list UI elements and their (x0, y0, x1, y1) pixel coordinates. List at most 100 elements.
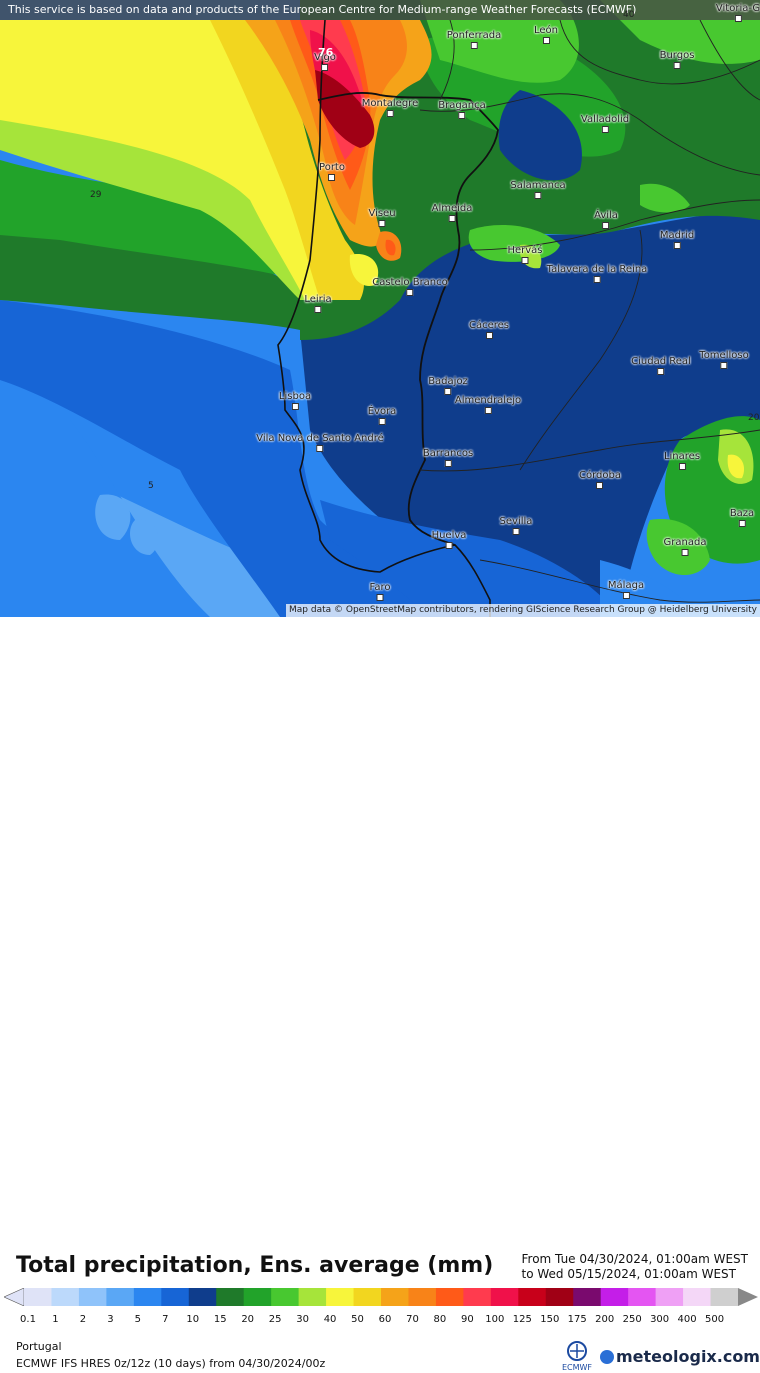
city-name: Málaga (607, 580, 645, 591)
city-label: Montalegre (362, 98, 418, 117)
city-label: Almendralejo (455, 395, 521, 414)
city-name: Barrancos (422, 448, 474, 459)
city-marker-icon (673, 62, 681, 69)
scale-tick-label: 5 (134, 1314, 142, 1325)
city-marker-icon (448, 215, 456, 222)
scale-tick-label: 175 (567, 1314, 587, 1325)
meteologix-logo[interactable]: meteologix.com (600, 1347, 760, 1366)
city-name: Valladolid (580, 114, 630, 125)
city-marker-icon (470, 42, 478, 49)
contour-label: 40 (623, 10, 635, 20)
city-name: Montalegre (361, 98, 419, 109)
scale-swatch (216, 1288, 245, 1306)
city-marker-icon (601, 126, 609, 133)
city-marker-icon (678, 463, 686, 470)
city-label: Vila Nova de Santo André (256, 433, 384, 452)
scale-swatch (24, 1288, 52, 1306)
city-marker-icon (444, 388, 452, 395)
city-marker-icon (512, 528, 520, 535)
map-title: Total precipitation, Ens. average (mm) (16, 1253, 494, 1278)
city-marker-icon (681, 549, 689, 556)
city-label: Vitoria-G (716, 3, 760, 22)
city-marker-icon (406, 289, 414, 296)
city-name: Salamanca (510, 180, 566, 191)
color-scale-bar (4, 1288, 758, 1306)
scale-tick-label: 60 (378, 1314, 392, 1325)
scale-swatch (628, 1288, 657, 1306)
scale-tick-label: 20 (241, 1314, 255, 1325)
city-label: Tomelloso (699, 350, 749, 369)
city-name: Cáceres (468, 320, 510, 331)
scale-swatch (243, 1288, 272, 1306)
scale-swatch (655, 1288, 684, 1306)
city-label: Évora (368, 406, 396, 425)
city-name: Vitoria-G (715, 3, 760, 14)
city-name: Almeida (431, 203, 473, 214)
scale-tick-label: 500 (704, 1314, 725, 1325)
city-label: Huelva (431, 530, 467, 549)
city-name: Córdoba (579, 470, 621, 481)
city-name: Faro (369, 582, 391, 593)
city-marker-icon (622, 592, 630, 599)
city-name: Granada (663, 537, 707, 548)
scale-swatch (518, 1288, 547, 1306)
precipitation-map[interactable]: This service is based on data and produc… (0, 0, 760, 617)
city-label: Ávila (594, 210, 618, 229)
city-marker-icon (445, 542, 453, 549)
city-marker-icon (738, 520, 746, 527)
city-label: Málaga (608, 580, 644, 599)
scale-tick-label: 40 (323, 1314, 337, 1325)
scale-tick-label: 7 (162, 1314, 169, 1325)
city-label: Salamanca (510, 180, 566, 199)
city-name: Madrid (659, 230, 695, 241)
contour-label: 20 (748, 413, 760, 423)
globe-icon (600, 1350, 614, 1364)
ecmwf-logo: ECMWF (562, 1341, 592, 1372)
scale-tick-label: 250 (622, 1314, 642, 1325)
scale-swatch (271, 1288, 300, 1306)
legend-footer: Total precipitation, Ens. average (mm) F… (0, 617, 760, 1372)
city-label: Madrid (660, 230, 694, 249)
city-marker-icon (484, 407, 492, 414)
city-name: Sevilla (499, 516, 533, 527)
map-attribution[interactable]: Map data © OpenStreetMap contributors, r… (286, 604, 760, 617)
city-marker-icon (291, 403, 299, 410)
scale-arrow-left (4, 1288, 25, 1306)
ecmwf-notice-banner: This service is based on data and produc… (0, 0, 760, 20)
city-name: Badajoz (428, 376, 468, 387)
scale-swatch (435, 1288, 464, 1306)
city-label: Porto (319, 162, 345, 181)
city-name: Porto (319, 162, 345, 173)
model-run-info: ECMWF IFS HRES 0z/12z (10 days) from 04/… (16, 1357, 326, 1370)
city-label: Valladolid (581, 114, 629, 133)
scale-swatch (78, 1288, 107, 1306)
scale-tick-label: 3 (107, 1314, 114, 1325)
scale-swatch (573, 1288, 602, 1306)
city-name: Talavera de la Reina (546, 264, 648, 275)
scale-swatch (545, 1288, 574, 1306)
city-marker-icon (542, 37, 550, 44)
scale-tick-label: 150 (540, 1314, 560, 1325)
city-marker-icon (321, 64, 329, 71)
city-marker-icon (376, 594, 384, 601)
city-name: Vila Nova de Santo André (256, 433, 384, 444)
scale-tick-label: 0.1 (20, 1314, 36, 1325)
city-name: Huelva (431, 530, 467, 541)
scale-swatch (133, 1288, 162, 1306)
city-marker-icon (458, 112, 466, 119)
city-marker-icon (602, 222, 610, 229)
scale-tick-label: 15 (213, 1314, 227, 1325)
city-marker-icon (521, 257, 529, 264)
scale-tick-label: 80 (433, 1314, 447, 1325)
city-label: Granada (663, 537, 707, 556)
scale-arrow-right (738, 1288, 758, 1306)
city-marker-icon (328, 174, 336, 181)
city-name: Tomelloso (699, 350, 749, 361)
city-marker-icon (444, 460, 452, 467)
city-marker-icon (534, 192, 542, 199)
scale-tick-label: 50 (351, 1314, 364, 1325)
city-label: Ciudad Real (631, 356, 691, 375)
scale-tick-label: 200 (595, 1314, 615, 1325)
city-label: Almeida (431, 203, 473, 222)
city-label: Baza (730, 508, 754, 527)
